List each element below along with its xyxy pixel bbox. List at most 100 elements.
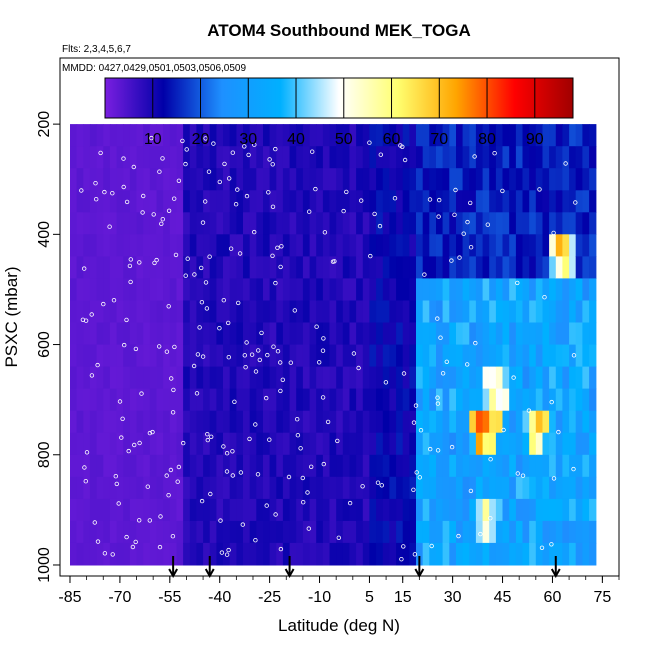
heat-cell: [123, 256, 131, 279]
heat-cell: [495, 432, 504, 456]
heat-cell: [183, 190, 191, 213]
heat-cell: [223, 366, 231, 390]
sample-marker: [398, 143, 403, 148]
heat-cell: [582, 388, 590, 412]
heat-cell: [143, 520, 151, 544]
heat-cell: [409, 410, 417, 434]
sample-marker: [136, 518, 142, 523]
heat-cell: [136, 520, 144, 544]
heat-cell: [70, 256, 78, 279]
heat-cell: [169, 190, 178, 213]
heat-cell: [223, 190, 231, 213]
heat-cell: [582, 300, 590, 324]
heat-cell: [429, 520, 437, 544]
heat-cell: [402, 344, 410, 368]
heat-cell: [176, 322, 184, 346]
heat-cell: [309, 476, 317, 500]
heat-cell: [569, 168, 577, 191]
heat-cell: [70, 300, 78, 324]
heat-cell: [136, 146, 144, 169]
heat-cell: [349, 542, 357, 566]
heat-cell: [156, 542, 164, 566]
heat-cell: [143, 410, 151, 434]
heat-cell: [396, 520, 404, 544]
sample-marker: [265, 352, 270, 358]
heat-cell: [163, 234, 171, 257]
heat-cell: [535, 366, 544, 390]
heat-cell: [456, 256, 464, 279]
heat-cell: [189, 256, 198, 279]
heat-cell: [276, 212, 284, 235]
sample-marker: [571, 353, 577, 358]
heat-cell: [243, 366, 251, 390]
heat-cell: [103, 124, 111, 147]
sample-marker: [173, 252, 179, 258]
heat-cell: [302, 432, 311, 456]
heat-cell: [582, 190, 590, 213]
heat-cell: [449, 520, 457, 544]
sample-marker: [461, 231, 466, 236]
sample-marker: [158, 514, 163, 519]
heat-cell: [529, 124, 537, 147]
heat-cell: [342, 432, 351, 456]
heat-cell: [555, 300, 564, 324]
heat-cell: [349, 212, 357, 235]
heat-cell: [342, 212, 351, 235]
heat-cell: [482, 410, 490, 434]
sample-marker: [321, 336, 326, 341]
heat-cell: [229, 256, 237, 279]
heat-cell: [396, 322, 404, 346]
heat-cell: [116, 300, 124, 324]
heat-cell: [282, 476, 291, 500]
heat-cell: [103, 234, 111, 257]
heat-cell: [449, 146, 457, 169]
heat-cell: [535, 190, 544, 213]
heat-cell: [422, 190, 430, 213]
heat-cell: [376, 300, 384, 324]
heat-cell: [136, 212, 144, 235]
heat-cell: [103, 256, 111, 279]
heat-cell: [129, 454, 138, 478]
heat-cell: [289, 278, 297, 301]
sample-marker: [264, 395, 269, 401]
heat-cell: [123, 410, 131, 434]
sample-marker: [137, 440, 142, 446]
heat-cell: [143, 322, 151, 346]
heat-cell: [89, 300, 98, 324]
heat-cell: [529, 344, 537, 368]
heat-cell: [163, 322, 171, 346]
heat-cell: [156, 124, 164, 147]
heat-cell: [229, 212, 237, 235]
heat-cell: [342, 146, 351, 169]
heat-cell: [83, 190, 91, 213]
heat-cell: [376, 520, 384, 544]
sample-marker: [356, 365, 361, 371]
heat-cell: [562, 234, 570, 257]
heat-cell: [149, 212, 158, 235]
heat-cell: [116, 256, 124, 279]
heat-cell: [183, 498, 191, 522]
profile-arrow-head: [414, 568, 425, 579]
heat-cell: [436, 410, 444, 434]
sample-marker: [453, 187, 458, 193]
sample-marker: [166, 493, 171, 498]
sample-marker: [211, 141, 216, 146]
heat-cell: [70, 234, 78, 257]
heat-cell: [169, 476, 178, 500]
heat-cell: [109, 410, 118, 434]
heat-cell: [416, 124, 424, 147]
heat-cell: [256, 168, 264, 191]
heat-cell: [529, 388, 537, 412]
heat-cell: [362, 212, 371, 235]
heat-cell: [456, 300, 464, 324]
heat-cell: [302, 234, 311, 257]
heat-cell: [416, 234, 424, 257]
sample-marker: [539, 545, 545, 550]
heat-cell: [123, 542, 131, 566]
heat-cell: [482, 388, 490, 412]
heat-cell: [163, 168, 171, 191]
sample-marker: [278, 546, 284, 552]
heat-cell: [502, 124, 510, 147]
sample-marker: [375, 480, 381, 485]
heat-cell: [575, 366, 583, 390]
